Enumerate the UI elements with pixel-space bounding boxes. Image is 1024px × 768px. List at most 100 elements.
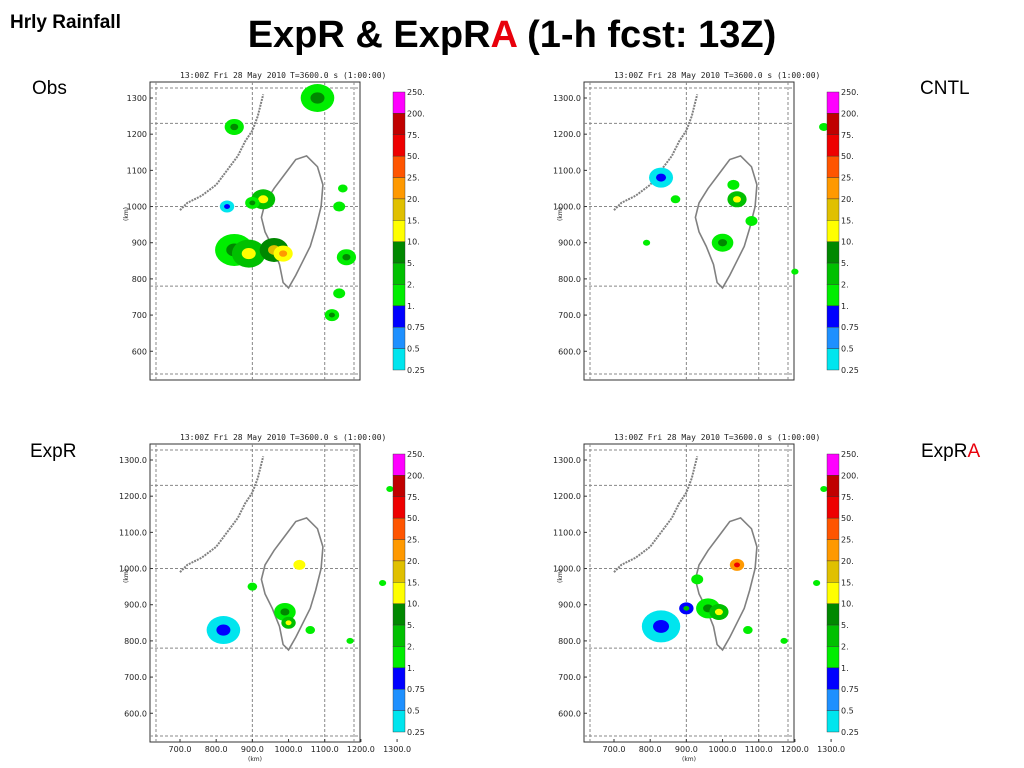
x-tick-label: 900.0 — [241, 745, 264, 754]
rain-cell — [333, 201, 346, 212]
y-tick-label: 600.0 — [558, 347, 581, 356]
y-tick-label: 600.0 — [124, 709, 147, 718]
rain-cell-core — [718, 239, 728, 247]
colorbar-label: 50. — [841, 514, 854, 523]
rain-cell — [791, 268, 799, 275]
header-timestep: T=3600.0 s (1:00:00) — [724, 433, 820, 442]
colorbar-label: 20. — [841, 195, 854, 204]
colorbar-label: 0.5 — [407, 707, 420, 716]
y-tick-label: 1200 — [127, 130, 147, 139]
panel-expra: 13:00Z Fri 28 May 2010 T=3600.0 s (1:00:0… — [546, 432, 876, 762]
y-tick-label: 1000.0 — [119, 565, 147, 574]
colorbar-swatch — [392, 560, 406, 583]
y-tick-label: 1100.0 — [553, 166, 581, 175]
title-part2: (1-h fcst: 13Z) — [516, 14, 777, 56]
rain-cell-core — [653, 620, 670, 633]
colorbar-swatch — [392, 177, 406, 200]
mainland-coastline — [179, 456, 265, 573]
y-tick-label: 1200.0 — [553, 492, 581, 501]
colorbar-swatch — [392, 220, 406, 242]
colorbar-label: 2. — [407, 642, 415, 651]
panel-obs: 13:00Z Fri 28 May 2010 T=3600.0 s (1:00:0… — [112, 70, 442, 400]
header-timestep: T=3600.0 s (1:00:00) — [290, 433, 386, 442]
colorbar-swatch — [392, 496, 406, 519]
rain-cell — [780, 637, 788, 644]
colorbar-label: 1. — [841, 664, 849, 673]
colorbar-swatch — [392, 241, 406, 264]
colorbar-label: 75. — [841, 131, 854, 140]
y-tick-label: 1100.0 — [553, 528, 581, 537]
y-tick-label: 800.0 — [558, 637, 581, 646]
rain-cell — [743, 626, 753, 635]
x-tick-label: 800.0 — [639, 745, 662, 754]
colorbar-label: 0.5 — [841, 345, 854, 354]
colorbar-label: 1. — [407, 664, 415, 673]
island-coastline — [260, 516, 324, 652]
colorbar-label: 20. — [407, 195, 420, 204]
colorbar-label: 0.25 — [407, 366, 425, 375]
colorbar-swatch — [826, 539, 840, 562]
colorbar-label: 2. — [407, 280, 415, 289]
x-tick-label: 1000.0 — [275, 745, 303, 754]
rain-cell-core — [714, 608, 723, 616]
rain-cell-core — [224, 204, 231, 209]
colorbar-swatch — [826, 198, 840, 221]
colorbar-swatch — [826, 603, 840, 626]
colorbar-swatch — [392, 262, 406, 285]
header-time: 13:00Z Fri 28 May 2010 — [180, 71, 286, 80]
y-tick-label: 700.0 — [558, 311, 581, 320]
colorbar-swatch — [826, 305, 840, 328]
y-tick-label: 1300.0 — [119, 456, 147, 465]
colorbar-swatch — [392, 155, 406, 178]
colorbar-swatch — [392, 603, 406, 626]
colorbar-swatch — [392, 134, 406, 157]
x-tick-label: 700.0 — [169, 745, 192, 754]
colorbar-label: 15. — [841, 578, 854, 587]
colorbar-label: 25. — [841, 174, 854, 183]
colorbar-swatch — [392, 453, 406, 476]
y-tick-label: 1300.0 — [553, 456, 581, 465]
header-time: 13:00Z Fri 28 May 2010 — [614, 433, 720, 442]
colorbar-label: 200. — [841, 471, 859, 480]
colorbar-label: 2. — [841, 642, 849, 651]
rain-cell — [813, 580, 821, 587]
colorbar-label: 20. — [407, 557, 420, 566]
rain-cell-core — [230, 123, 239, 131]
colorbar-swatch — [392, 284, 406, 307]
colorbar-label: 15. — [841, 216, 854, 225]
rain-cell-core — [285, 620, 292, 626]
colorbar-label: 200. — [407, 109, 425, 118]
colorbar-label: 25. — [407, 174, 420, 183]
colorbar-swatch — [826, 177, 840, 200]
y-tick-label: 900.0 — [558, 239, 581, 248]
colorbar-label: 50. — [841, 152, 854, 161]
rain-cell — [333, 288, 346, 299]
y-tick-label: 800.0 — [558, 275, 581, 284]
colorbar-label: 25. — [841, 536, 854, 545]
colorbar-label: 5. — [407, 259, 415, 268]
y-tick-label: 600 — [132, 347, 147, 356]
x-tick-label: 1000.0 — [709, 745, 737, 754]
colorbar-swatch — [392, 475, 406, 497]
colorbar-swatch — [392, 539, 406, 562]
mainland-coastline — [613, 456, 699, 573]
colorbar-swatch — [392, 582, 406, 604]
colorbar-label: 0.25 — [841, 366, 859, 375]
y-tick-label: 700.0 — [124, 673, 147, 682]
y-axis-unit: (km) — [123, 207, 130, 221]
colorbar-label: 0.25 — [841, 728, 859, 737]
rain-cell — [642, 239, 651, 246]
colorbar-label: 250. — [407, 450, 425, 459]
y-axis-unit: (km) — [557, 569, 564, 583]
corner-title: Hrly Rainfall — [10, 12, 121, 33]
colorbar-swatch — [826, 113, 840, 135]
map-frame — [583, 443, 795, 743]
colorbar-swatch — [826, 624, 840, 647]
colorbar-swatch — [392, 517, 406, 540]
colorbar-label: 1. — [407, 302, 415, 311]
map-frame — [149, 443, 361, 743]
x-tick-label: 900.0 — [675, 745, 698, 754]
colorbar-swatch — [826, 517, 840, 540]
colorbar-label: 75. — [407, 493, 420, 502]
colorbar-label: 50. — [407, 152, 420, 161]
